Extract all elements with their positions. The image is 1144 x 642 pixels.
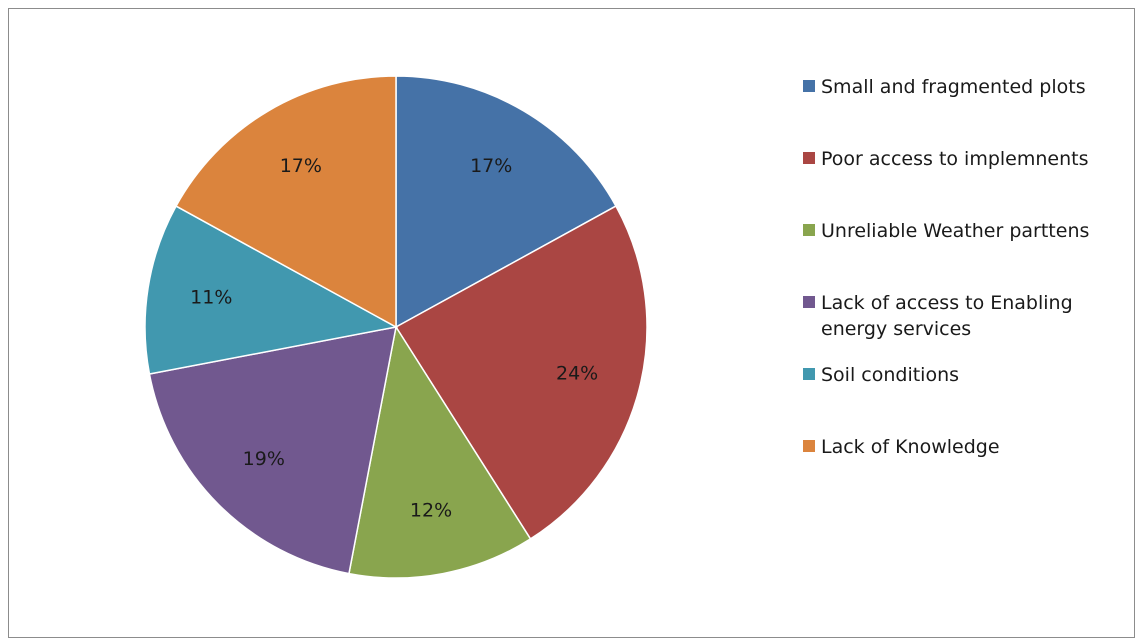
legend-item-poor-access-to-implemnents: Poor access to implemnents xyxy=(803,146,1133,172)
slice-label-small-and-fragmented-plots: 17% xyxy=(470,155,512,177)
legend-label: Soil conditions xyxy=(821,364,960,386)
legend-swatch xyxy=(803,440,815,452)
legend-label: Small and fragmented plots xyxy=(821,76,1086,98)
legend-label: Unreliable Weather parttens xyxy=(821,220,1090,242)
legend-swatch xyxy=(803,152,815,164)
legend-swatch xyxy=(803,224,815,236)
legend-label: Lack of Knowledge xyxy=(821,436,1000,458)
pie-slice-lack-of-knowledge xyxy=(175,75,397,329)
slice-label-soil-conditions: 11% xyxy=(190,287,232,309)
pie-slice-small-and-fragmented-plots xyxy=(395,75,617,329)
legend-swatch xyxy=(803,80,815,92)
pie-slice-poor-access-to-implemnents xyxy=(394,205,648,540)
legend-item-soil-conditions: Soil conditions xyxy=(803,362,1133,388)
legend-label: Lack of access to Enabling energy servic… xyxy=(821,292,1073,340)
legend: Small and fragmented plots Poor access t… xyxy=(803,0,1133,642)
pie-slice-soil-conditions xyxy=(144,205,399,375)
legend-item-unreliable-weather-parttens: Unreliable Weather parttens xyxy=(803,218,1133,244)
legend-item-lack-of-access-to-enabling-energy-services: Lack of access to Enabling energy servic… xyxy=(803,290,1133,342)
legend-swatch xyxy=(803,296,815,308)
legend-label: Poor access to implemnents xyxy=(821,148,1089,170)
slice-label-lack-of-knowledge: 17% xyxy=(280,155,322,177)
legend-item-small-and-fragmented-plots: Small and fragmented plots xyxy=(803,74,1133,100)
legend-swatch xyxy=(803,368,815,380)
slice-label-poor-access-to-implemnents: 24% xyxy=(556,363,598,385)
pie-data-labels: 17% 24% 12% 19% 11% 17% xyxy=(190,155,598,522)
legend-item-lack-of-knowledge: Lack of Knowledge xyxy=(803,434,1133,460)
slice-label-unreliable-weather-parttens: 12% xyxy=(410,500,452,522)
pie-slice-lack-of-access-to-enabling-energy-services xyxy=(148,326,397,575)
pie-slice-unreliable-weather-parttens xyxy=(348,324,532,579)
slice-label-lack-of-access-to-enabling-energy-services: 19% xyxy=(243,448,285,470)
pie-slices xyxy=(144,75,648,579)
